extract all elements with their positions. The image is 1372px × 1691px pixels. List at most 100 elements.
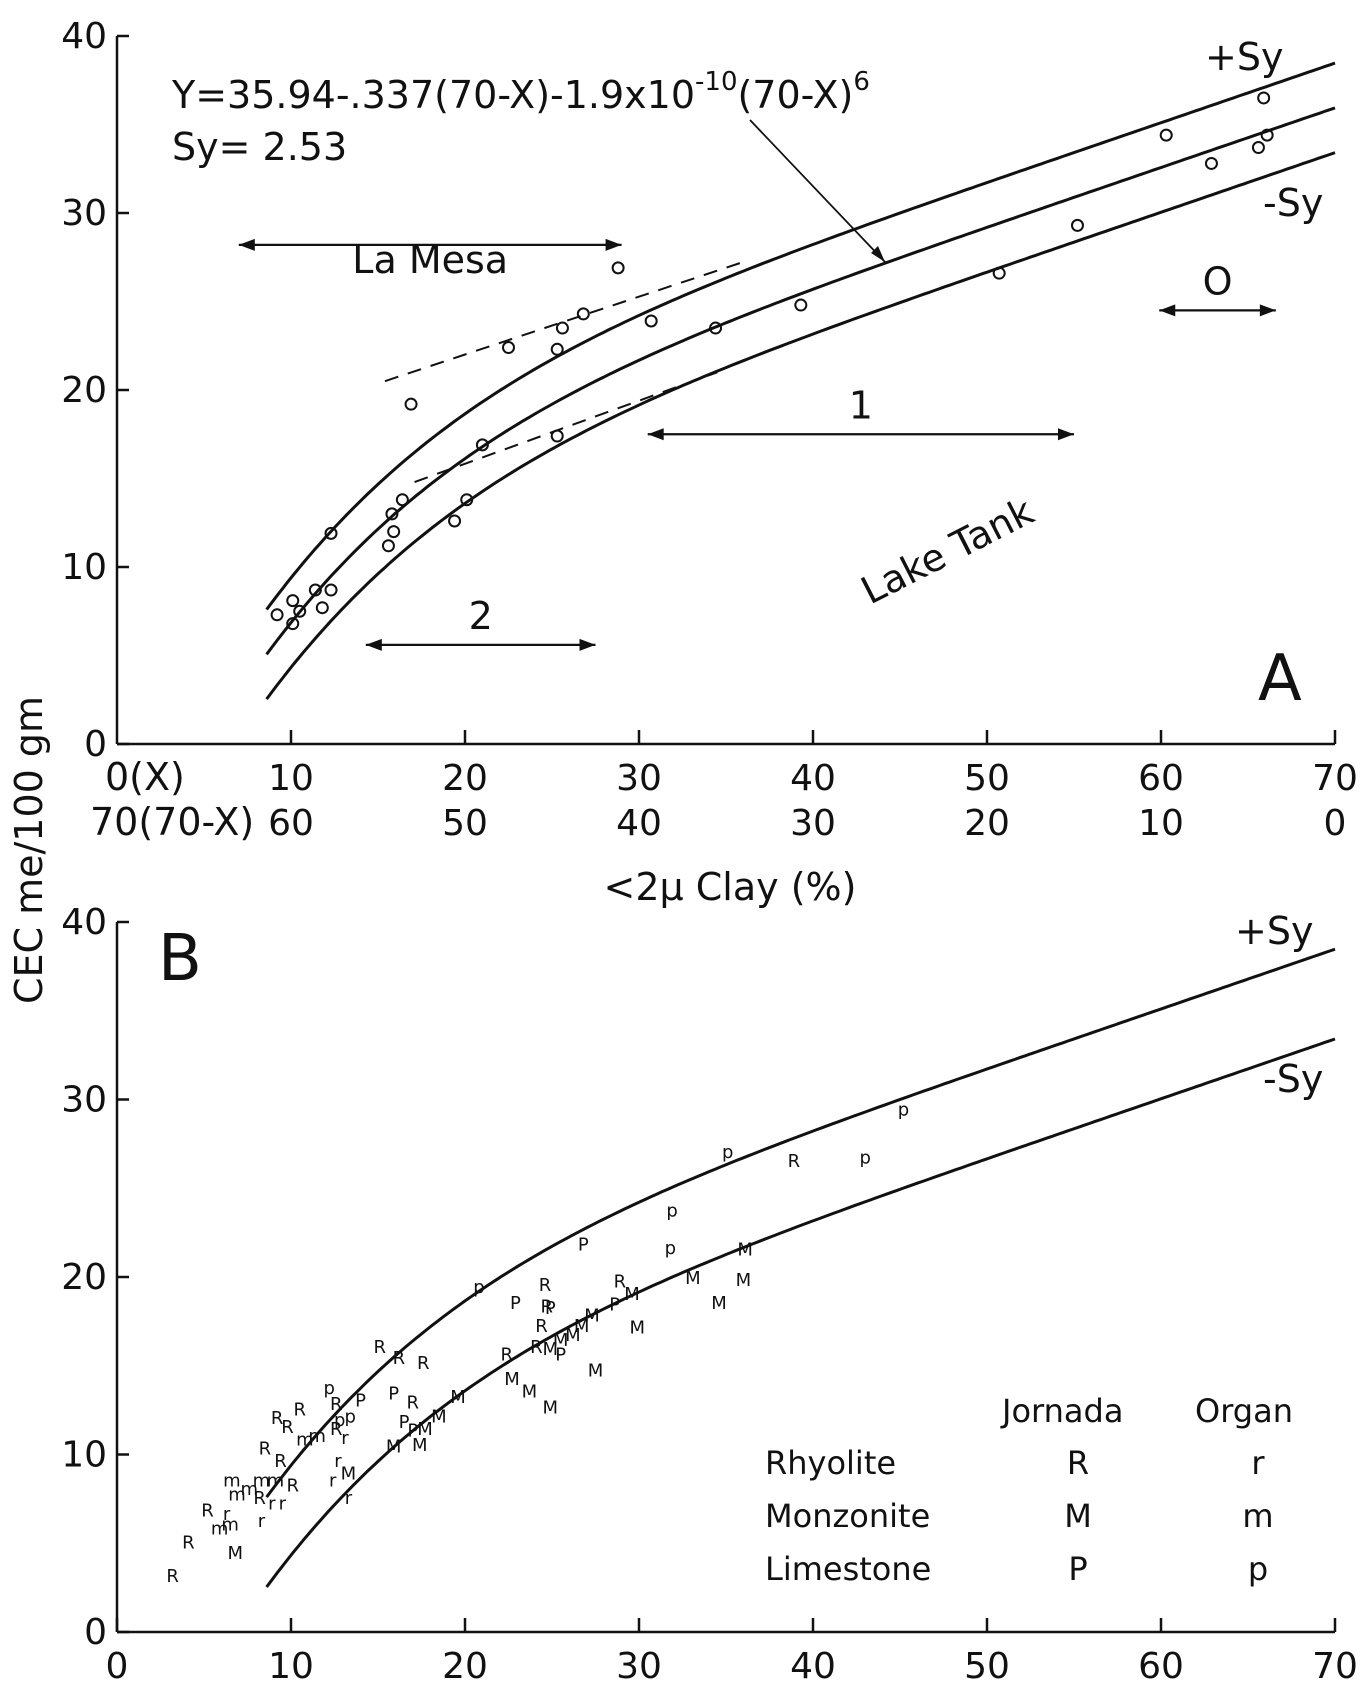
y-tick-label: 30: [61, 1080, 107, 1121]
data-point: [555, 321, 569, 335]
range-arrow-head-right: [605, 238, 622, 251]
data-point-P: P: [609, 1295, 620, 1316]
data-point-R: R: [614, 1272, 627, 1293]
y-tick-label: 0: [84, 724, 107, 765]
data-point-r: r: [223, 1504, 231, 1525]
legend-header-jornada: Jornada: [1000, 1392, 1123, 1430]
data-point-R: R: [182, 1532, 195, 1553]
x-tick-label: 70: [1312, 758, 1358, 799]
range-label: 2: [469, 594, 493, 638]
panel-b-lower-sy-label: -Sy: [1263, 1057, 1323, 1101]
data-point-p: p: [898, 1099, 909, 1120]
legend-header-organ: Organ: [1195, 1392, 1293, 1430]
data-point-R: R: [293, 1399, 306, 1420]
data-point: [502, 341, 515, 355]
data-point-M: M: [737, 1240, 753, 1261]
data-point: [404, 397, 418, 411]
data-point-r: r: [341, 1428, 349, 1449]
data-point: [286, 594, 300, 608]
panel-a-lower-curve: [265, 151, 1336, 700]
x-tick-label: 0: [106, 1646, 129, 1687]
data-point: [381, 539, 395, 553]
x-tick-label: 10: [268, 1646, 314, 1687]
data-point-R: R: [373, 1337, 386, 1358]
panel-a-annotation-lake-tank: Lake Tank: [854, 489, 1040, 613]
y-tick-label: 10: [61, 1435, 107, 1476]
data-point: [1257, 91, 1271, 105]
x-tick-label: 30: [616, 1646, 662, 1687]
data-point-M: M: [504, 1369, 520, 1390]
panel-a-fit-curve: [265, 106, 1336, 656]
panel-a-upper-curve: [265, 61, 1336, 611]
data-point-P: P: [407, 1421, 418, 1442]
y-tick-label: 10: [61, 547, 107, 588]
data-point-r: r: [279, 1493, 287, 1514]
x2-tick-label: 30: [790, 803, 836, 844]
data-point-M: M: [228, 1543, 244, 1564]
panel-a-label: A: [1258, 642, 1302, 716]
data-point: [644, 314, 658, 328]
data-point-M: M: [588, 1360, 604, 1381]
x-tick-label: 30: [616, 758, 662, 799]
data-point-M: M: [553, 1330, 569, 1351]
data-point-R: R: [330, 1419, 343, 1440]
data-point-M: M: [542, 1398, 558, 1419]
data-point-m: m: [240, 1479, 258, 1500]
panel-a-sy-label: Sy= 2.53: [172, 125, 347, 169]
data-point-R: R: [166, 1566, 179, 1587]
data-point-p: p: [722, 1142, 733, 1163]
data-point-P: P: [510, 1293, 521, 1314]
data-point-R: R: [393, 1348, 406, 1369]
data-point: [1204, 156, 1218, 170]
data-point-m: m: [223, 1470, 241, 1491]
data-point: [992, 266, 1006, 280]
x2-tick-label: 60: [268, 803, 314, 844]
data-point: [387, 525, 401, 539]
data-point-p: p: [334, 1410, 345, 1431]
data-point-R: R: [274, 1451, 287, 1472]
data-point-M: M: [711, 1293, 727, 1314]
panel-a-x-axis-label: 0(X): [105, 755, 185, 799]
data-point-M: M: [624, 1284, 640, 1305]
data-point: [576, 307, 590, 321]
data-point-m: m: [267, 1470, 285, 1491]
y-tick-label: 40: [61, 16, 107, 57]
legend-organ-limestone: p: [1248, 1550, 1268, 1588]
data-point: [324, 583, 338, 597]
x-tick-label: 40: [790, 758, 836, 799]
panel-b-upper-curve: [265, 947, 1336, 1498]
data-point-m: m: [211, 1518, 229, 1539]
data-point-m: m: [221, 1515, 239, 1536]
x-tick-label: 60: [1138, 758, 1184, 799]
data-point-P: P: [545, 1298, 556, 1319]
data-point-M: M: [522, 1382, 538, 1403]
data-point-M: M: [584, 1305, 600, 1326]
data-point-m: m: [253, 1470, 271, 1491]
data-point-r: r: [334, 1451, 342, 1472]
panel-a-equation-pointer: [749, 119, 886, 263]
data-point-p: p: [859, 1147, 870, 1168]
panel-b-upper-sy-label: +Sy: [1235, 909, 1313, 953]
data-point-P: P: [578, 1234, 589, 1255]
data-point: [1070, 218, 1084, 232]
data-point-m: m: [296, 1430, 314, 1451]
legend-rock-monzonite: Monzonite: [765, 1497, 930, 1535]
data-point-r: r: [268, 1493, 276, 1514]
data-point-p: p: [666, 1201, 677, 1222]
data-point-R: R: [201, 1501, 214, 1522]
x-tick-label: 70: [1312, 1646, 1358, 1687]
range-arrow-head-left: [238, 238, 255, 251]
y-tick-label: 20: [61, 370, 107, 411]
data-point-R: R: [281, 1417, 294, 1438]
y-tick-label: 40: [61, 902, 107, 943]
data-point-M: M: [574, 1316, 590, 1337]
data-point: [448, 514, 462, 528]
data-point-R: R: [271, 1408, 284, 1429]
data-point-M: M: [629, 1318, 645, 1339]
panel-a-x-axis-title: <2μ Clay (%): [604, 865, 857, 909]
data-point-R: R: [330, 1394, 343, 1415]
data-point: [270, 608, 284, 622]
data-point-r: r: [345, 1488, 353, 1509]
panel-a-equation: Y=35.94-.337(70-X)-1.9x10-10(70-X)6: [171, 67, 870, 117]
